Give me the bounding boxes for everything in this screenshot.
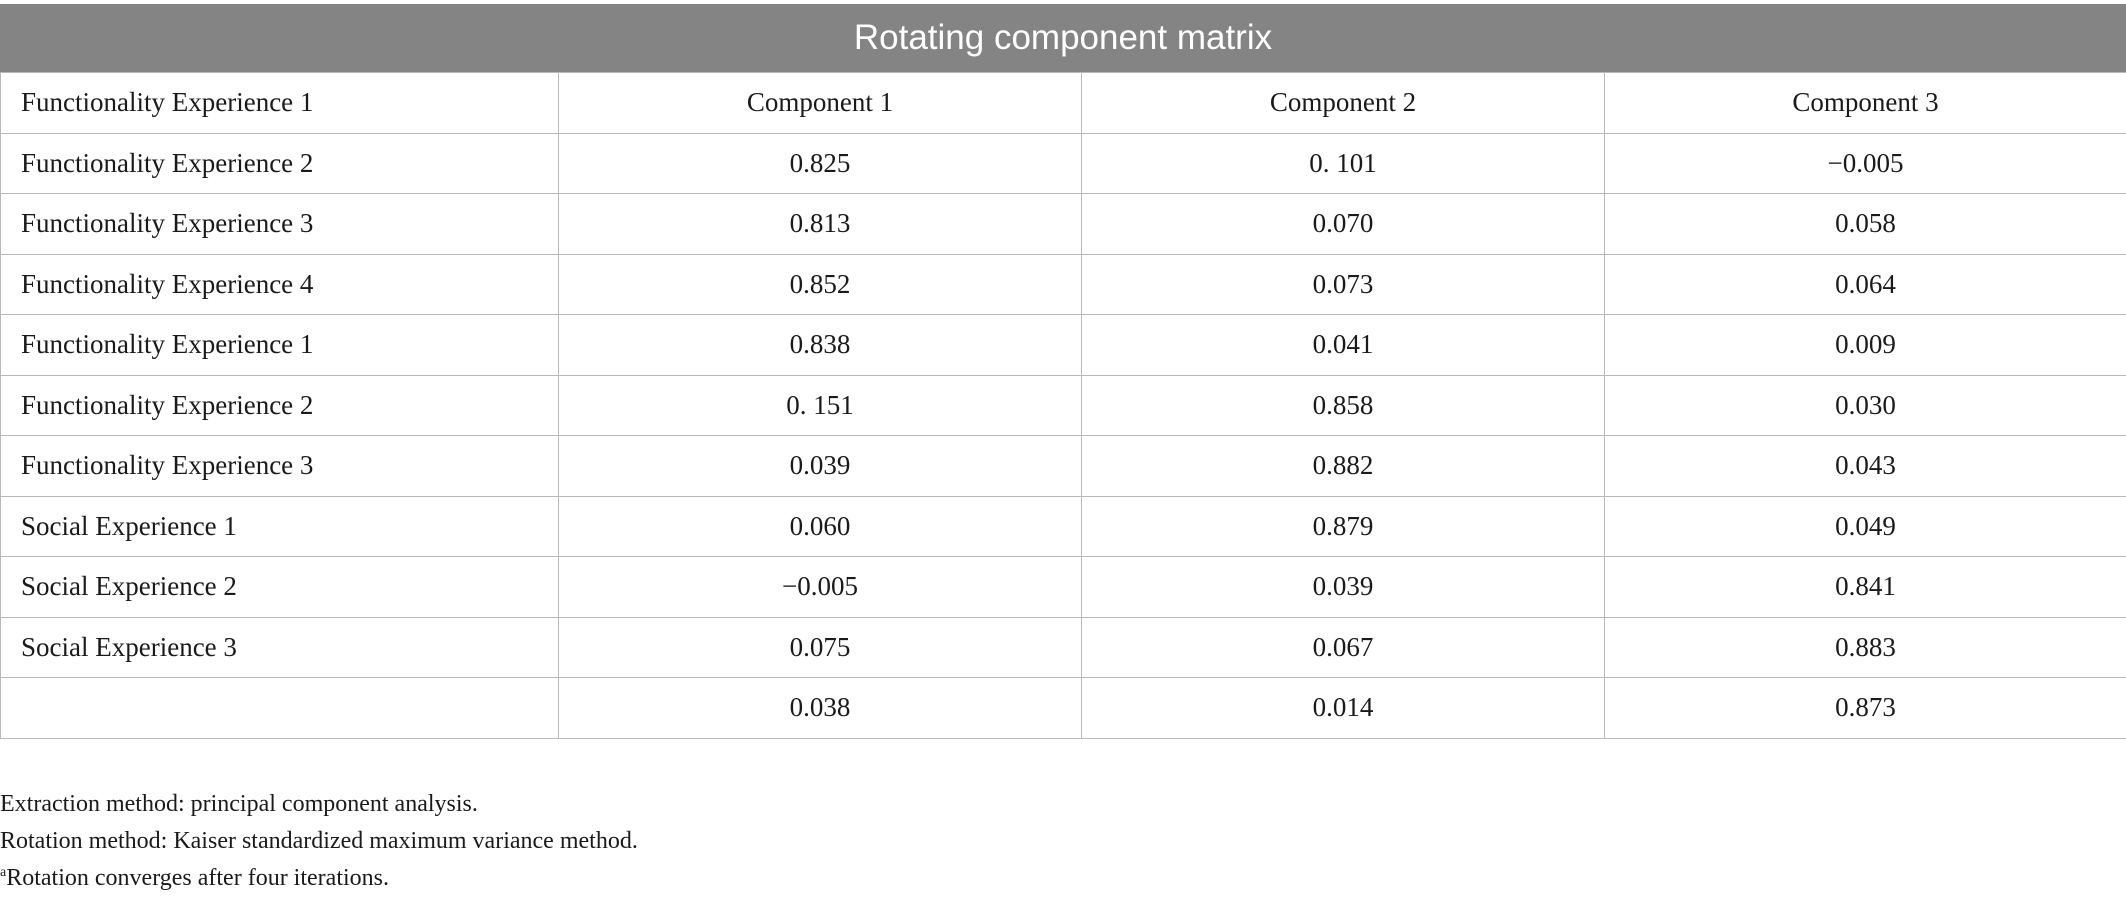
table-row: Functionality Experience 2 0.825 0. 101 −0.… <box>0 132 2126 194</box>
table-body: Functionality Experience 1 Component 1 Com… <box>0 72 2126 739</box>
footnote-rotation: Rotation method: Kaiser standardized max… <box>0 828 638 854</box>
value-cell: 0.858 <box>1081 374 1605 436</box>
value-cell: 0.041 <box>1081 314 1605 376</box>
row-label-cell: Functionality Experience 2 <box>0 374 559 436</box>
value-cell: 0.049 <box>1604 495 2126 557</box>
footnote-convergence-text: Rotation converges after four iterations… <box>6 865 389 891</box>
table-row: Social Experience 2 −0.005 0.039 0.841 <box>0 556 2126 618</box>
value-cell: 0.009 <box>1604 314 2126 376</box>
value-cell: 0.838 <box>558 314 1082 376</box>
value-cell: 0.043 <box>1604 435 2126 497</box>
value-cell: 0.030 <box>1604 374 2126 436</box>
value-cell: 0.014 <box>1081 677 1605 739</box>
value-cell: 0.813 <box>558 193 1082 255</box>
value-cell: 0.067 <box>1081 616 1605 678</box>
value-cell: 0.064 <box>1604 253 2126 315</box>
table-row: Functionality Experience 1 Component 1 Com… <box>0 72 2126 134</box>
table-title: Rotating component matrix <box>0 4 2126 72</box>
value-cell: 0.825 <box>558 132 1082 194</box>
value-cell: 0.039 <box>558 435 1082 497</box>
value-cell: 0.075 <box>558 616 1082 678</box>
row-label-cell: Functionality Experience 1 <box>0 314 559 376</box>
value-cell: 0.883 <box>1604 616 2126 678</box>
footnote-mark: a <box>0 865 7 880</box>
row-label-cell: Functionality Experience 2 <box>0 132 559 194</box>
table-row: Functionality Experience 3 0.813 0.070 0.05… <box>0 193 2126 255</box>
row-label-cell <box>0 677 559 739</box>
component-matrix-table: Functionality Experience 1 Component 1 Com… <box>0 72 2126 739</box>
value-cell: 0.060 <box>558 495 1082 557</box>
row-label-cell: Functionality Experience 3 <box>0 193 559 255</box>
value-cell: 0.039 <box>1081 556 1605 618</box>
table-row: Functionality Experience 4 0.852 0.073 0.06… <box>0 253 2126 315</box>
table-row: 0.038 0.014 0.873 <box>0 677 2126 739</box>
value-cell: Component 1 <box>558 72 1082 134</box>
value-cell: 0.038 <box>558 677 1082 739</box>
table-footnotes: Extraction method: principal component a… <box>0 786 638 897</box>
table-row: Functionality Experience 3 0.039 0.882 0.04… <box>0 435 2126 497</box>
row-label-cell: Social Experience 1 <box>0 495 559 557</box>
value-cell: 0.879 <box>1081 495 1605 557</box>
row-label-cell: Social Experience 3 <box>0 616 559 678</box>
row-label-cell: Functionality Experience 3 <box>0 435 559 497</box>
table-row: Social Experience 1 0.060 0.879 0.049 <box>0 495 2126 557</box>
row-label-cell: Social Experience 2 <box>0 556 559 618</box>
value-cell: 0.852 <box>558 253 1082 315</box>
value-cell: −0.005 <box>1604 132 2126 194</box>
value-cell: 0.073 <box>1081 253 1605 315</box>
value-cell: Component 3 <box>1604 72 2126 134</box>
value-cell: 0.873 <box>1604 677 2126 739</box>
value-cell: Component 2 <box>1081 72 1605 134</box>
value-cell: 0.841 <box>1604 556 2126 618</box>
table-row: Functionality Experience 2 0. 151 0.858 0.0… <box>0 374 2126 436</box>
table-row: Functionality Experience 1 0.838 0.041 0.00… <box>0 314 2126 376</box>
value-cell: 0.070 <box>1081 193 1605 255</box>
value-cell: 0. 151 <box>558 374 1082 436</box>
component-matrix-table-container: Rotating component matrix Functionality … <box>0 4 2126 739</box>
footnote-extraction: Extraction method: principal component a… <box>0 791 478 817</box>
value-cell: 0.882 <box>1081 435 1605 497</box>
value-cell: 0.058 <box>1604 193 2126 255</box>
value-cell: −0.005 <box>558 556 1082 618</box>
row-label-cell: Functionality Experience 1 <box>0 72 559 134</box>
value-cell: 0. 101 <box>1081 132 1605 194</box>
table-row: Social Experience 3 0.075 0.067 0.883 <box>0 616 2126 678</box>
footnote-convergence: aRotation converges after four iteration… <box>0 860 638 897</box>
row-label-cell: Functionality Experience 4 <box>0 253 559 315</box>
